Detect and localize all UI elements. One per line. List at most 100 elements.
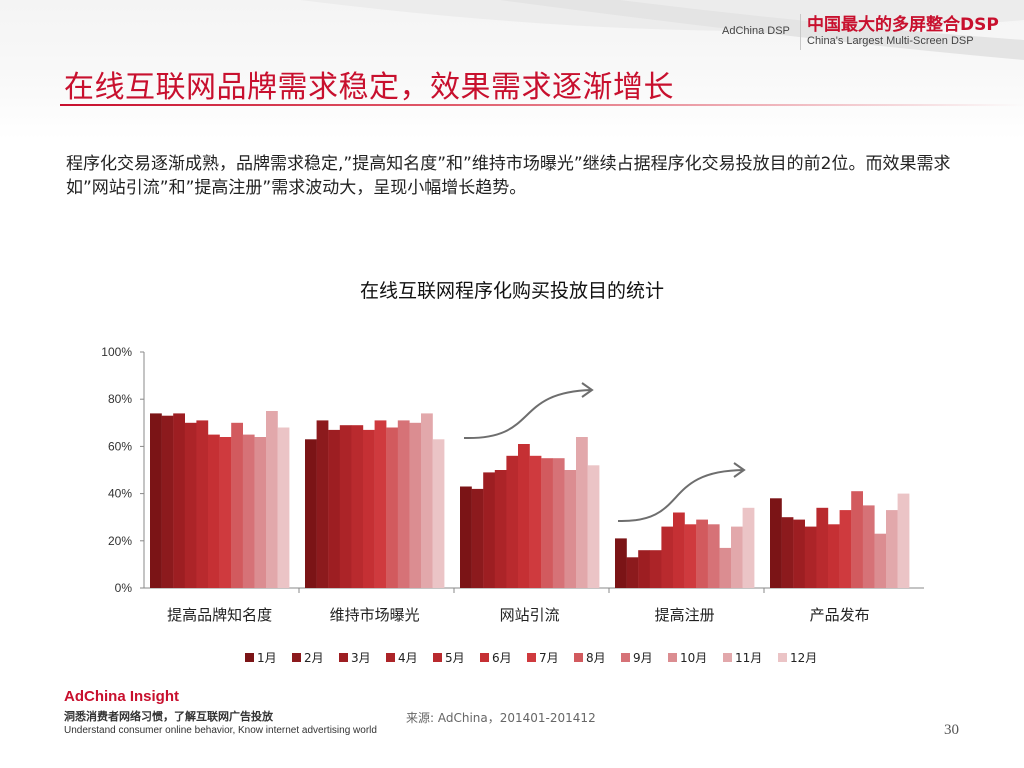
y-tick-label: 20%: [108, 534, 132, 548]
bar-11月-维持市场曝光: [421, 413, 433, 588]
bar-2月-提高品牌知名度: [161, 415, 174, 588]
source-note: 来源: AdChina，201401-201412: [406, 711, 596, 725]
header-band: [0, 0, 1024, 140]
y-tick-label: 100%: [101, 345, 132, 359]
legend-swatch: [723, 653, 732, 662]
bar-5月-提高注册: [661, 526, 674, 588]
y-tick-label: 80%: [108, 392, 132, 406]
legend-swatch: [292, 653, 301, 662]
bar-9月-提高注册: [707, 524, 720, 588]
bar-7月-产品发布: [839, 510, 852, 588]
bar-10月-产品发布: [874, 533, 887, 588]
bar-4月-提高品牌知名度: [184, 422, 197, 588]
legend-swatch: [527, 653, 536, 662]
bar-2月-维持市场曝光: [316, 420, 329, 588]
bar-9月-维持市场曝光: [397, 420, 410, 588]
bar-1月-网站引流: [460, 486, 472, 588]
summary-text: 程序化交易逐渐成熟，品牌需求稳定,”提高知名度”和”维持市场曝光”继续占据程序化…: [66, 154, 951, 198]
bar-2月-提高注册: [626, 557, 639, 588]
bar-2月-网站引流: [471, 488, 484, 588]
trend-arrow-head: [581, 382, 594, 398]
bar-10月-维持市场曝光: [409, 422, 422, 588]
trend-arrow-head: [733, 462, 746, 478]
bar-3月-产品发布: [793, 519, 805, 588]
bar-12月-网站引流: [587, 465, 600, 588]
legend-label: 2月: [304, 651, 324, 665]
bar-7月-网站引流: [529, 455, 542, 588]
bar-3月-维持市场曝光: [328, 429, 340, 588]
category-label: 维持市场曝光: [330, 606, 420, 624]
legend-label: 4月: [398, 651, 418, 665]
category-label: 网站引流: [500, 606, 560, 624]
bar-9月-网站引流: [552, 458, 565, 588]
bar-4月-网站引流: [494, 470, 507, 588]
slide-title: 在线互联网品牌需求稳定，效果需求逐渐增长: [64, 70, 674, 105]
bar-8月-提高品牌知名度: [231, 422, 243, 588]
bar-9月-产品发布: [862, 505, 875, 588]
legend-label: 7月: [539, 651, 559, 665]
trend-arrow: [463, 389, 593, 440]
legend-swatch: [433, 653, 442, 662]
bar-12月-维持市场曝光: [432, 439, 445, 588]
bar-8月-提高注册: [696, 519, 708, 588]
bar-3月-提高注册: [638, 550, 650, 588]
bar-5月-提高品牌知名度: [196, 420, 209, 588]
bar-5月-维持市场曝光: [351, 425, 364, 588]
bar-1月-维持市场曝光: [305, 439, 317, 588]
brand-tagline-en: China's Largest Multi-Screen DSP: [807, 35, 974, 47]
brand-tagline-cn: 中国最大的多屏整合DSP: [807, 15, 999, 35]
trend-arrow: [617, 469, 745, 523]
bar-6月-提高品牌知名度: [208, 434, 220, 588]
category-label: 产品发布: [810, 606, 870, 624]
legend-label: 5月: [445, 651, 465, 665]
bar-7月-提高注册: [684, 524, 697, 588]
bar-11月-提高注册: [731, 526, 743, 588]
legend-label: 10月: [680, 651, 707, 665]
legend-swatch: [386, 653, 395, 662]
footer-tagline-cn: 洞悉消费者网络习惯，了解互联网广告投放: [64, 710, 273, 723]
bar-11月-产品发布: [886, 510, 898, 588]
y-tick-label: 60%: [108, 439, 132, 453]
bar-11月-网站引流: [576, 437, 588, 588]
bar-11月-提高品牌知名度: [266, 411, 278, 588]
bar-8月-网站引流: [541, 458, 553, 588]
bar-12月-产品发布: [897, 493, 910, 588]
title-rule: [60, 104, 1024, 106]
bar-7月-维持市场曝光: [374, 420, 387, 588]
bar-10月-提高注册: [719, 547, 732, 588]
legend-label: 1月: [257, 651, 277, 665]
page-number: 30: [944, 722, 959, 738]
bar-6月-维持市场曝光: [363, 429, 375, 588]
legend-label: 9月: [633, 651, 653, 665]
bar-1月-提高注册: [615, 538, 627, 588]
bar-5月-网站引流: [506, 455, 519, 588]
legend-label: 3月: [351, 651, 371, 665]
bar-chart: 0% 20% 40% 60% 80% 100% 提高品牌知名度 维持市场曝光 网站引流 提高注册 产…: [101, 345, 924, 665]
category-label: 提高注册: [655, 606, 715, 624]
bar-10月-提高品牌知名度: [254, 437, 267, 588]
category-label: 提高品牌知名度: [167, 606, 272, 624]
brand-label: AdChina DSP: [722, 25, 790, 37]
bar-10月-网站引流: [564, 470, 577, 588]
legend-label: 11月: [735, 651, 762, 665]
bar-1月-产品发布: [770, 498, 782, 588]
legend-label: 12月: [790, 651, 817, 665]
legend-swatch: [480, 653, 489, 662]
footer-brand: AdChina Insight: [64, 688, 179, 705]
legend-label: 8月: [586, 651, 606, 665]
bar-6月-产品发布: [828, 524, 840, 588]
bar-9月-提高品牌知名度: [242, 434, 255, 588]
legend-swatch: [574, 653, 583, 662]
bar-8月-产品发布: [851, 491, 863, 588]
bar-4月-维持市场曝光: [339, 425, 352, 588]
bar-6月-网站引流: [518, 444, 530, 588]
legend-swatch: [339, 653, 348, 662]
legend-label: 6月: [492, 651, 512, 665]
bar-6月-提高注册: [673, 512, 685, 588]
bar-3月-提高品牌知名度: [173, 413, 185, 588]
bar-1月-提高品牌知名度: [150, 413, 162, 588]
bar-7月-提高品牌知名度: [219, 437, 232, 588]
footer-tagline-en: Understand consumer online behavior, Kno…: [64, 725, 377, 736]
bar-4月-产品发布: [804, 526, 817, 588]
legend-swatch: [778, 653, 787, 662]
